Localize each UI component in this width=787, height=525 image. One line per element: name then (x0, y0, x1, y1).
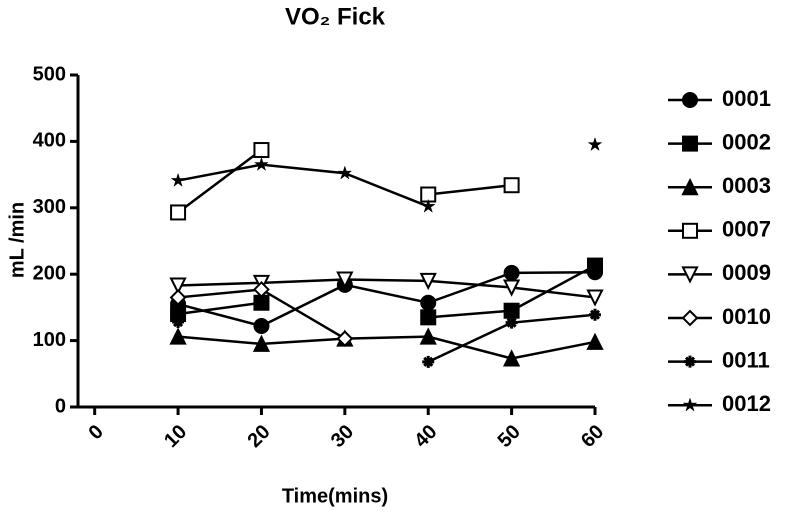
marker (420, 309, 437, 326)
marker (336, 330, 354, 348)
marker (681, 309, 699, 327)
legend-item: 0009 (668, 260, 771, 285)
y-tick-label: 500 (33, 63, 66, 85)
y-tick-label: 200 (33, 262, 66, 284)
legend-label: 0010 (722, 304, 771, 329)
legend-label: 0002 (722, 129, 771, 154)
x-tick-label: 0 (85, 421, 108, 444)
legend-label: 0012 (722, 391, 771, 416)
marker (170, 172, 186, 187)
marker (586, 289, 604, 307)
marker (586, 332, 604, 350)
legend-item: 0007 (668, 217, 771, 242)
x-tick-label: 40 (410, 421, 441, 452)
y-tick-label: 0 (55, 395, 66, 417)
marker (502, 279, 521, 297)
series-line (178, 145, 595, 207)
series-line (177, 335, 596, 360)
marker (681, 266, 699, 284)
marker (682, 222, 698, 239)
series-line (177, 270, 596, 328)
marker (253, 142, 270, 159)
legend-item: 0012 (668, 391, 771, 416)
series-line (177, 149, 512, 214)
marker (170, 204, 187, 221)
marker (420, 294, 437, 311)
x-tick-label: 20 (243, 421, 274, 452)
marker (169, 327, 187, 345)
legend-item: 0001 (668, 86, 771, 111)
legend-label: 0001 (722, 86, 771, 111)
marker (503, 302, 520, 319)
marker (419, 327, 437, 345)
marker (169, 277, 187, 295)
marker (172, 316, 185, 329)
marker (684, 355, 696, 368)
marker (502, 349, 521, 367)
legend-label: 0011 (722, 347, 770, 372)
x-tick-label: 30 (327, 421, 358, 452)
y-axis-label: mL /min (6, 202, 28, 278)
x-tick-label: 60 (577, 421, 608, 452)
marker (420, 198, 436, 213)
marker (589, 308, 601, 321)
legend-label: 0009 (722, 260, 771, 285)
x-tick-label: 50 (494, 421, 525, 452)
x-axis-label: Time(mins) (282, 485, 388, 507)
marker (682, 397, 698, 412)
series-line (178, 278, 596, 299)
y-tick-label: 300 (33, 196, 66, 218)
y-tick-label: 400 (33, 130, 66, 152)
marker (505, 316, 518, 329)
marker (336, 271, 354, 289)
y-tick-label: 100 (33, 329, 66, 351)
marker (587, 136, 603, 152)
marker (422, 355, 435, 368)
legend-item: 0003 (668, 173, 771, 198)
marker (253, 156, 269, 171)
marker (682, 135, 698, 152)
legend-label: 0007 (722, 217, 771, 242)
marker (419, 272, 437, 291)
legend-item: 0010 (668, 304, 771, 329)
marker (169, 289, 187, 306)
marker (682, 92, 698, 108)
marker (503, 264, 520, 281)
marker (503, 177, 520, 194)
marker (253, 317, 270, 334)
x-tick-label: 10 (160, 421, 191, 452)
marker (252, 334, 271, 352)
legend-item: 0011 (668, 347, 770, 372)
marker (337, 165, 353, 180)
marker (253, 281, 270, 298)
chart-title: VO₂ Fick (285, 3, 386, 30)
legend-item: 0002 (668, 129, 771, 154)
marker (587, 257, 603, 274)
marker (681, 177, 699, 196)
legend-label: 0003 (722, 173, 771, 198)
